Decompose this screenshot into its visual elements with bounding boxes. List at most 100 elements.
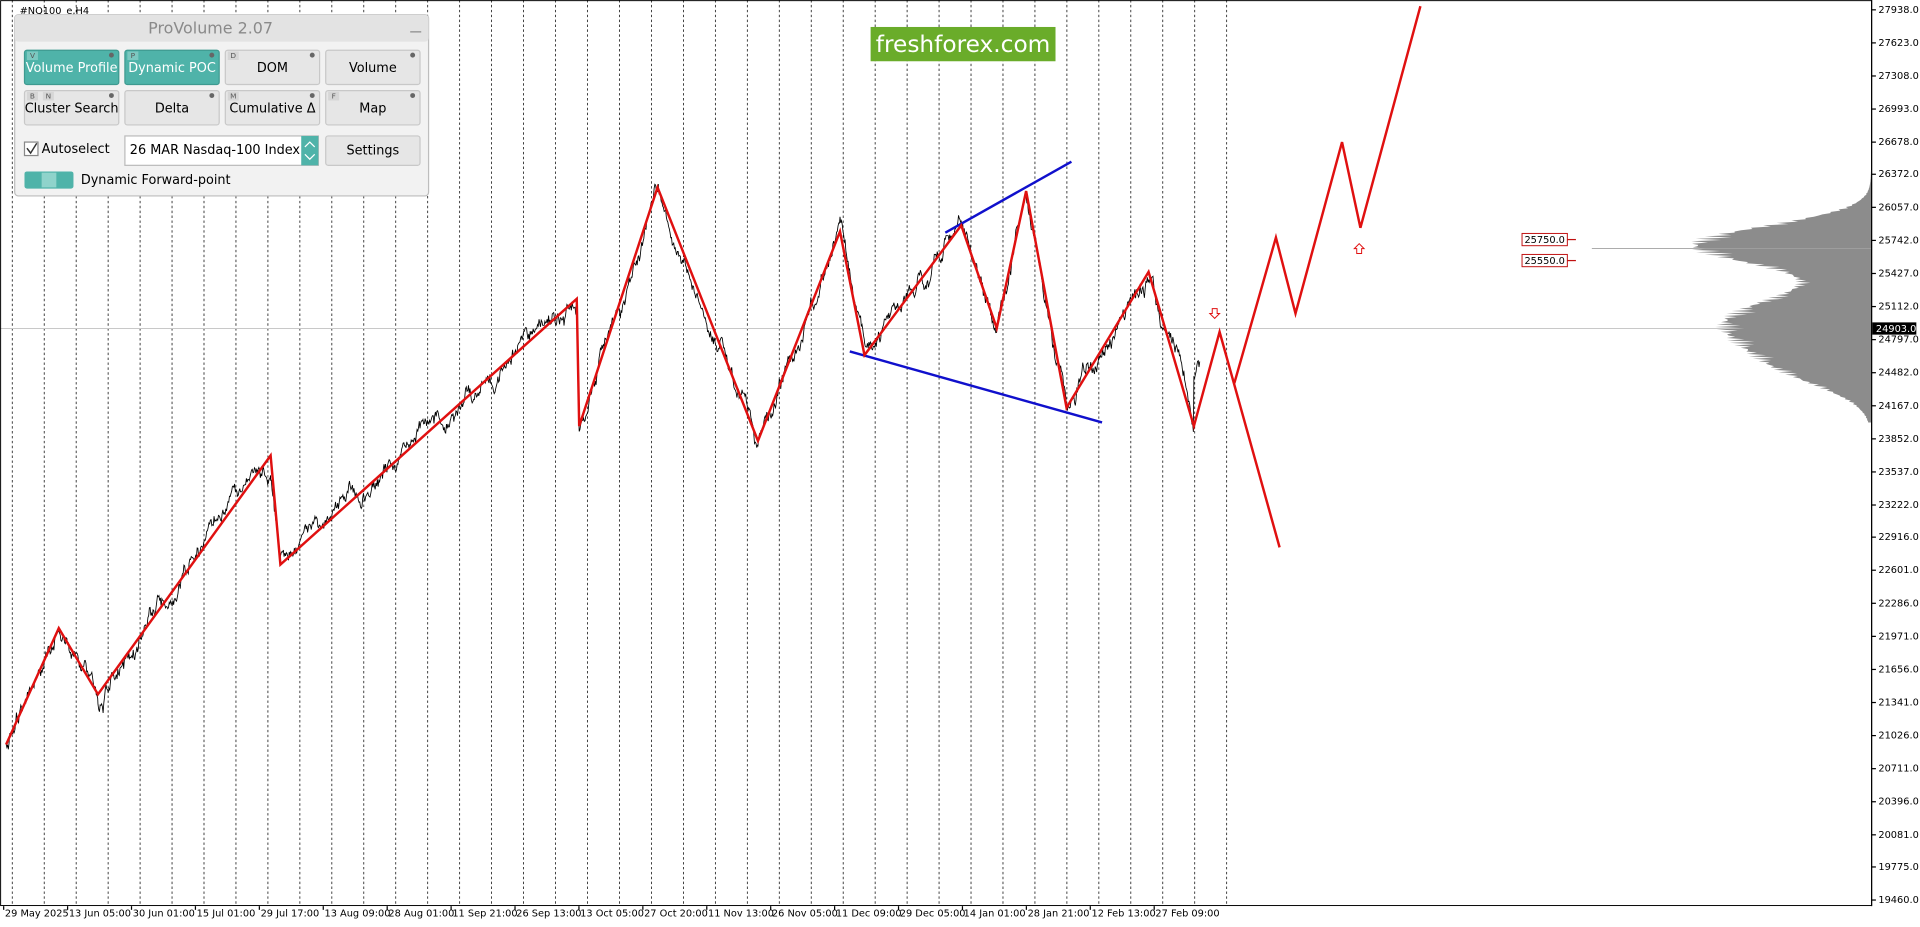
button-gear	[410, 52, 416, 58]
x-tick-label: 11 Nov 13:00	[708, 909, 774, 920]
x-tick-label: 28 Jan 21:00	[1028, 909, 1090, 920]
button-label: Map	[359, 102, 386, 117]
zigzag	[5, 183, 1281, 746]
x-tick-label: 27 Oct 20:00	[644, 909, 708, 920]
y-tick-label: 20081.0	[1878, 830, 1918, 841]
logo[interactable]: freshforex.com	[870, 26, 1056, 62]
y-tick-label: 21341.0	[1878, 698, 1918, 709]
button-label: Delta	[155, 102, 189, 117]
toggle-knob	[41, 172, 57, 188]
x-tick-label: 14 Jan 01:00	[964, 909, 1026, 920]
panel-button[interactable]: Volume	[325, 49, 421, 86]
key-badge	[127, 51, 139, 61]
y-tick-label: 20396.0	[1878, 797, 1918, 808]
key-badge	[42, 91, 54, 101]
panel-titlebar	[14, 14, 429, 42]
y-tick-label: 26993.0	[1878, 104, 1918, 115]
trend-line	[849, 350, 1103, 424]
key-label: B	[30, 92, 35, 101]
y-tick-label: 19460.0	[1878, 895, 1918, 906]
button-face	[124, 49, 220, 86]
trend-line	[944, 160, 1073, 234]
current-price-label: 24903.0	[1876, 324, 1916, 335]
logo-text: freshforex.com	[876, 31, 1051, 58]
toggle-label: Dynamic Forward-point	[81, 173, 231, 188]
button-face	[325, 49, 421, 86]
level-label: 25750.0	[1524, 235, 1564, 246]
y-tick-label: 27938.0	[1878, 5, 1918, 16]
key-label: D	[230, 51, 236, 60]
button-label: Dynamic POC	[128, 61, 216, 76]
x-tick-label: 30 Jun 01:00	[133, 909, 195, 920]
y-tick-label: 27623.0	[1878, 38, 1918, 49]
key-badge	[26, 51, 38, 61]
x-tick-label: 12 Feb 13:00	[1092, 909, 1156, 920]
x-tick-label: 13 Oct 05:00	[580, 909, 644, 920]
y-tick-label: 22916.0	[1878, 532, 1918, 543]
x-tick-label: 29 May 2025	[5, 909, 69, 920]
chart-area: 25750.0 25550.0	[0, 0, 1872, 907]
level-label: 25550.0	[1524, 256, 1564, 267]
x-tick-label: 28 Aug 01:00	[388, 909, 454, 920]
x-tick-label: 11 Dec 09:00	[836, 909, 902, 920]
instrument-dropdown[interactable]	[124, 135, 319, 166]
button-label: Volume Profile	[26, 61, 118, 76]
y-tick-label: 23537.0	[1878, 467, 1918, 478]
x-tick-label: 11 Sep 21:00	[452, 909, 517, 920]
key-badge	[227, 51, 239, 61]
signal-arrow-down	[1208, 308, 1221, 320]
button-gear	[309, 93, 315, 98]
symbol-label: #NQ100_e,H4	[20, 6, 89, 17]
y-tick-label: 24482.0	[1878, 368, 1918, 379]
logo-box	[870, 26, 1056, 62]
key-badge	[26, 91, 38, 101]
dropdown-spinner[interactable]	[301, 135, 319, 166]
panel-title: ProVolume 2.07	[148, 18, 273, 37]
x-tick-label: 13 Jun 05:00	[69, 909, 131, 920]
button-label: Cluster Search	[25, 102, 119, 117]
y-tick-label: 25427.0	[1878, 268, 1918, 279]
button-face	[224, 49, 321, 86]
y-tick-label: 23852.0	[1878, 434, 1918, 445]
button-face	[224, 90, 321, 126]
button-gear	[309, 52, 315, 58]
instrument-text: 26 MAR Nasdaq-100 Index	[130, 143, 301, 158]
y-tick-label: 22286.0	[1878, 598, 1918, 609]
volume-profile	[1691, 171, 1872, 423]
key-label: P	[131, 51, 136, 60]
key-label: M	[230, 92, 236, 101]
signal-arrow-up	[1353, 243, 1366, 254]
button-gear	[410, 93, 416, 98]
panel-button[interactable]: DOM D	[224, 49, 321, 86]
y-tick-label: 26678.0	[1878, 137, 1918, 148]
y-tick-label: 27308.0	[1878, 71, 1918, 82]
key-label: N	[46, 92, 51, 101]
y-tick-label: 24797.0	[1878, 335, 1918, 346]
y-tick-label: 25742.0	[1878, 235, 1918, 246]
button-label: DOM	[257, 61, 288, 76]
button-gear	[209, 93, 215, 98]
settings-label: Settings	[347, 144, 400, 159]
y-tick-label: 22601.0	[1878, 565, 1918, 576]
projection	[1233, 5, 1422, 384]
y-tick-label: 26372.0	[1878, 169, 1918, 180]
button-face	[124, 90, 220, 126]
panel-button[interactable]: Map F	[325, 90, 421, 126]
x-tick-label: 13 Aug 09:00	[324, 909, 390, 920]
panel-button[interactable]: Cumulative ΔM	[224, 90, 321, 126]
button-gear	[108, 52, 114, 58]
x-tick-label: 26 Nov 05:00	[772, 909, 838, 920]
current-price-box	[1872, 322, 1917, 335]
button-face	[325, 90, 421, 126]
panel-button[interactable]: Delta	[124, 90, 220, 126]
y-tick-label: 21026.0	[1878, 731, 1918, 742]
key-badge	[227, 91, 239, 101]
x-tick-label: 26 Sep 13:00	[516, 909, 581, 920]
settings-button[interactable]	[325, 135, 421, 166]
